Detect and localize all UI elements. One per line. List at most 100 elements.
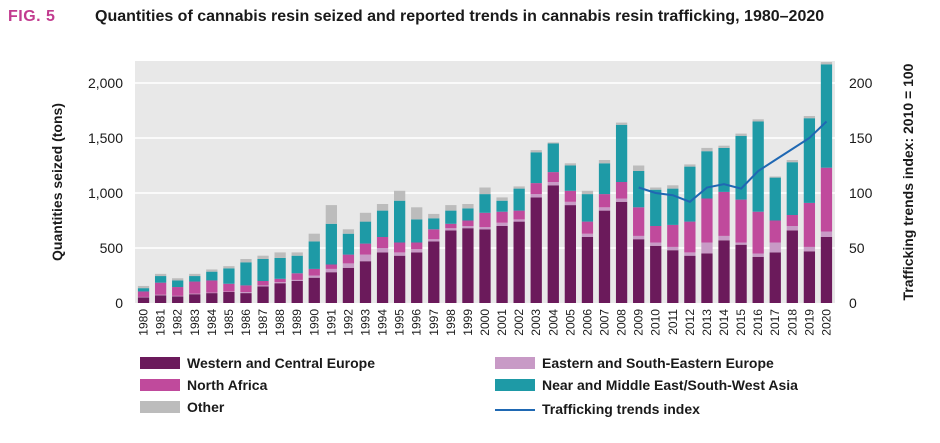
bar-2014-series-3	[718, 147, 730, 192]
bar-2004-series-2	[547, 172, 559, 182]
x-tick-label-1999: 1999	[461, 309, 475, 336]
x-tick-label-1983: 1983	[188, 309, 202, 336]
y-tick-label-2000: 2,000	[88, 75, 123, 91]
bar-2012-series-0	[684, 255, 696, 303]
x-tick-label-1982: 1982	[171, 309, 185, 336]
bar-1999-series-3	[462, 208, 474, 221]
x-tick-label-2020: 2020	[819, 309, 833, 336]
x-tick-label-2017: 2017	[768, 309, 782, 336]
bar-1982-series-1	[172, 295, 184, 297]
bar-2003-series-3	[530, 152, 542, 184]
bar-2001-series-3	[496, 200, 508, 212]
x-tick-label-1994: 1994	[376, 309, 390, 336]
x-tick-label-2011: 2011	[666, 309, 680, 335]
bar-2008-series-1	[615, 198, 628, 202]
bar-1987-series-4	[257, 255, 269, 259]
bar-2015-series-4	[735, 133, 747, 136]
x-tick-label-2010: 2010	[649, 309, 663, 336]
bar-1983-series-0	[189, 294, 201, 303]
bar-2001-series-4	[496, 197, 508, 201]
bar-2008-series-4	[615, 122, 628, 125]
bar-2013-series-0	[701, 253, 713, 303]
bar-1989-series-3	[291, 255, 303, 274]
bar-2009-series-3	[633, 171, 645, 208]
y-tick-label-0: 0	[115, 295, 123, 311]
bar-1992-series-4	[342, 229, 355, 234]
y2-tick-label-100: 100	[849, 185, 873, 201]
bar-1994-series-0	[376, 252, 389, 303]
bar-1997-series-1	[428, 239, 440, 242]
bar-2016-series-4	[752, 119, 764, 122]
bar-1993-series-0	[359, 261, 372, 303]
bar-2003-series-4	[530, 150, 542, 153]
bar-2008-series-3	[615, 124, 628, 182]
bar-1990-series-3	[308, 241, 320, 269]
x-tick-label-2016: 2016	[751, 309, 765, 336]
bar-1991-series-1	[325, 268, 337, 273]
x-tick-label-2007: 2007	[598, 309, 612, 336]
bar-2007-series-2	[598, 194, 611, 208]
bar-1991-series-2	[325, 264, 337, 269]
bar-2012-series-1	[684, 252, 696, 256]
x-tick-label-2006: 2006	[580, 309, 594, 336]
figure-label: FIG. 5	[8, 8, 56, 25]
x-tick-label-2008: 2008	[615, 309, 629, 336]
bar-2005-series-2	[564, 190, 576, 202]
x-tick-label-1986: 1986	[239, 309, 253, 336]
bar-2008-series-0	[615, 201, 628, 303]
bar-2018-series-0	[786, 230, 798, 303]
bar-2019-series-2	[803, 202, 816, 247]
bar-2015-series-0	[735, 244, 747, 303]
bar-1989-series-0	[291, 281, 303, 303]
bar-2017-series-1	[769, 242, 781, 253]
bar-1990-series-2	[308, 268, 320, 276]
bar-2006-series-4	[581, 190, 594, 195]
bar-2017-series-2	[769, 220, 781, 243]
bar-1995-series-3	[394, 200, 406, 243]
bar-1999-series-4	[462, 204, 474, 209]
bar-2000-series-3	[479, 194, 491, 213]
bar-2015-series-2	[735, 199, 747, 243]
bar-2019-series-0	[803, 251, 816, 303]
x-tick-label-2005: 2005	[563, 309, 577, 336]
bar-2004-series-0	[547, 185, 559, 303]
bar-2013-series-1	[701, 242, 713, 254]
bar-2014-series-2	[718, 191, 730, 236]
bar-1998-series-1	[445, 228, 457, 231]
bar-2011-series-4	[667, 185, 679, 189]
bar-1985-series-0	[223, 292, 235, 303]
bar-2011-series-1	[667, 246, 679, 251]
bar-2002-series-3	[513, 188, 525, 211]
bar-2014-series-4	[718, 145, 730, 148]
x-tick-label-2014: 2014	[717, 309, 731, 336]
bar-2007-series-3	[598, 163, 611, 195]
x-tick-label-1997: 1997	[427, 309, 441, 336]
bar-1986-series-0	[240, 293, 252, 303]
bar-1998-series-0	[445, 230, 457, 303]
bar-2002-series-0	[513, 221, 525, 303]
bar-1989-series-1	[291, 279, 303, 281]
bar-1980-series-0	[137, 297, 150, 303]
x-tick-label-1985: 1985	[222, 309, 236, 336]
bar-1992-series-3	[342, 233, 355, 255]
bar-1996-series-0	[411, 252, 423, 303]
bar-2002-series-4	[513, 186, 525, 189]
bar-2016-series-1	[752, 253, 764, 257]
bar-2020-series-1	[820, 231, 833, 237]
bar-2002-series-2	[513, 210, 525, 220]
bar-1996-series-2	[411, 242, 423, 250]
bar-1981-series-4	[154, 273, 167, 277]
bar-2008-series-2	[615, 182, 628, 199]
bar-2007-series-4	[598, 160, 611, 164]
bar-2000-series-1	[479, 227, 491, 230]
bar-1989-series-2	[291, 273, 303, 280]
x-tick-label-2009: 2009	[632, 309, 646, 336]
bar-2011-series-2	[667, 224, 679, 247]
bar-2012-series-2	[684, 221, 696, 253]
y2-axis-title: Trafficking trends index: 2010 = 100	[900, 63, 916, 300]
bar-1988-series-3	[274, 257, 286, 279]
chart-title: Quantities of cannabis resin seized and …	[95, 8, 825, 25]
bar-2009-series-2	[633, 207, 645, 236]
bar-2012-series-4	[684, 164, 696, 167]
bar-2010-series-3	[650, 189, 662, 226]
